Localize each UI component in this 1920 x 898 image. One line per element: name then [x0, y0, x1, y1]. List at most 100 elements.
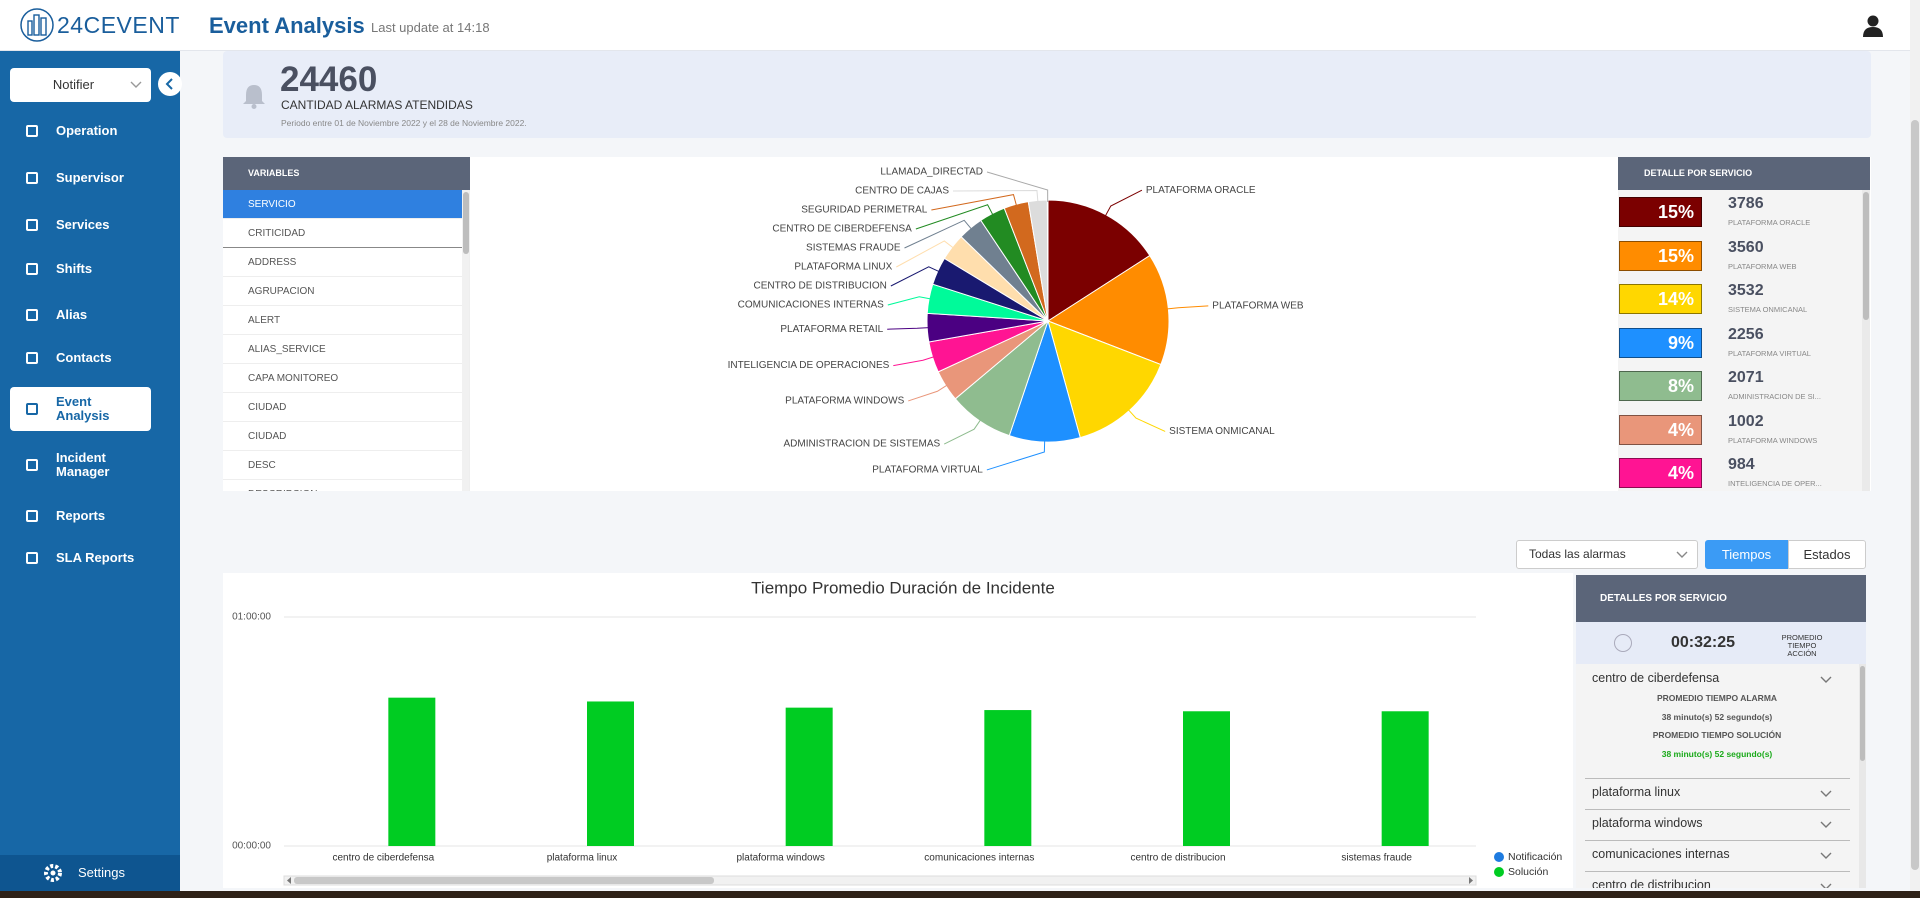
leader-line [943, 419, 982, 445]
pie-label: ADMINISTRACION DE SISTEMAS [783, 439, 940, 450]
accordion-title[interactable]: plataforma windows [1592, 816, 1703, 830]
variable-item[interactable]: ALERT [223, 306, 462, 335]
leader-line [915, 204, 994, 230]
y-tick-label: 00:00:00 [232, 841, 271, 852]
detail-name: INTELIGENCIA DE OPER... [1728, 479, 1822, 488]
detail-scroll-thumb[interactable] [1863, 192, 1869, 320]
detail-name: PLATAFORMA WEB [1728, 261, 1797, 271]
variable-item[interactable]: DESCRIPCION [223, 480, 462, 491]
variable-item[interactable]: CRITICIDAD [223, 219, 462, 248]
percent-box: 15% [1619, 197, 1702, 227]
nav-item[interactable]: Contacts [56, 350, 112, 365]
leader-line [953, 189, 1039, 203]
alarm-filter[interactable]: Todas las alarmas [1516, 540, 1698, 569]
detail-value: 3560 [1728, 238, 1764, 256]
pie-label: SISTEMAS FRAUDE [806, 243, 901, 254]
variables-scroll-thumb[interactable] [463, 192, 469, 254]
accordion-title[interactable]: centro de distribucion [1592, 878, 1711, 888]
collapse-button[interactable] [158, 72, 182, 96]
variable-item[interactable]: ADDRESS [223, 248, 462, 277]
leader-line [1127, 408, 1166, 432]
nav-item[interactable]: Reports [56, 508, 106, 523]
variable-item[interactable]: CAPA MONITOREO [223, 364, 462, 393]
nav-item[interactable]: Shifts [56, 261, 93, 276]
pie-label: PLATAFORMA LINUX [794, 262, 892, 273]
pie-label: COMUNICACIONES INTERNAS [738, 300, 884, 311]
view-tab[interactable]: Estados [1788, 540, 1866, 569]
nav-item[interactable]: SLA Reports [56, 550, 135, 565]
detail-value: 2256 [1728, 325, 1764, 343]
collapse-path [165, 78, 173, 90]
chevron-icon [1820, 883, 1832, 888]
legend-label: Notificación [1508, 851, 1562, 863]
variable-item[interactable]: DESC [223, 451, 462, 480]
leader-line [931, 194, 1018, 211]
nav-icon [26, 352, 38, 364]
scroll-arrow-right [1469, 877, 1473, 884]
chevron-icon [1676, 551, 1688, 558]
chevron-icon [1820, 676, 1832, 683]
alarm-count-label: CANTIDAD ALARMAS ATENDIDAS [281, 98, 473, 112]
chevron-path [1820, 821, 1832, 828]
nav-item[interactable]: Operation [56, 123, 118, 138]
service-details: DETALLES POR SERVICIO 00:32:25 PROMEDIO TI… [1576, 575, 1866, 888]
collapse-icon [165, 78, 173, 90]
bar [1381, 711, 1429, 846]
nav-icon [26, 263, 38, 275]
settings-link[interactable]: Settings [78, 865, 125, 880]
nav-item[interactable]: Incident Manager [56, 450, 110, 479]
leader-line [904, 219, 973, 249]
detail-header [1618, 157, 1870, 190]
detail-list: 15% 3786 PLATAFORMA ORACLE 15% 3560 PLATAFORM… [1618, 190, 1870, 491]
gear-hub [50, 870, 56, 876]
bar [1183, 711, 1230, 846]
accordion-title[interactable]: comunicaciones internas [1592, 847, 1730, 861]
average-value: 00:32:25 [1670, 634, 1736, 651]
variable-item[interactable]: CIUDAD [223, 422, 462, 451]
notifier-select[interactable]: Notifier [10, 68, 151, 102]
logo-icon [20, 8, 54, 42]
summary-card [223, 51, 1871, 138]
page-scrollbar-thumb[interactable] [1911, 120, 1919, 870]
accordion-title[interactable]: centro de ciberdefensa [1592, 671, 1720, 685]
bottom-strip [0, 891, 1920, 898]
accordion-title[interactable]: plataforma linux [1592, 785, 1681, 799]
nav-item[interactable]: Services [56, 217, 110, 232]
detail-name: ADMINISTRACION DE SI... [1728, 392, 1821, 401]
user-icon[interactable] [1860, 13, 1886, 39]
gear [44, 864, 62, 882]
pie-label: PLATAFORMA WEB [1212, 301, 1304, 312]
chevron-path [1676, 551, 1688, 558]
variable-item[interactable]: CIUDAD [223, 393, 462, 422]
x-tick-label: plataforma windows [736, 853, 824, 864]
chevron-path [1820, 852, 1832, 859]
nav-icon [26, 510, 38, 522]
detail-value: 3532 [1728, 282, 1764, 299]
variable-item[interactable]: AGRUPACION [223, 277, 462, 306]
nav-icon [26, 552, 38, 564]
average-label: PROMEDIO TIEMPO ACCIÓN [1781, 633, 1823, 658]
sidebar [0, 51, 180, 891]
pie-label: SISTEMA ONMICANAL [1169, 426, 1275, 437]
detail-name: PLATAFORMA ORACLE [1728, 218, 1811, 227]
nav-icon [26, 459, 38, 471]
bar [587, 701, 634, 846]
bar [388, 697, 436, 846]
legend-marker [1494, 852, 1504, 862]
variable-item[interactable]: ALIAS_SERVICE [223, 335, 462, 364]
variables-list: SERVICIO CRITICIDAD ADDRESS AGRUPACION ALERT… [223, 190, 470, 491]
nav-item[interactable]: Event Analysis [56, 394, 110, 423]
nav-item[interactable]: Supervisor [56, 170, 124, 185]
x-tick-label: plataforma linux [547, 853, 618, 864]
pie-label: INTELIGENCIA DE OPERACIONES [728, 360, 890, 371]
accordion-separator [1585, 778, 1850, 779]
service-scroll-thumb[interactable] [1860, 666, 1865, 761]
variable-item[interactable]: SERVICIO [223, 190, 462, 219]
nav-item[interactable]: Alias [56, 307, 88, 322]
view-tab[interactable]: Tiempos [1705, 540, 1788, 569]
logo-text: 24CEVENT [57, 12, 180, 38]
leader-line [986, 439, 1046, 471]
chart-background [223, 573, 1573, 888]
service-details-header [1576, 575, 1866, 622]
chevron-icon [1820, 852, 1832, 859]
